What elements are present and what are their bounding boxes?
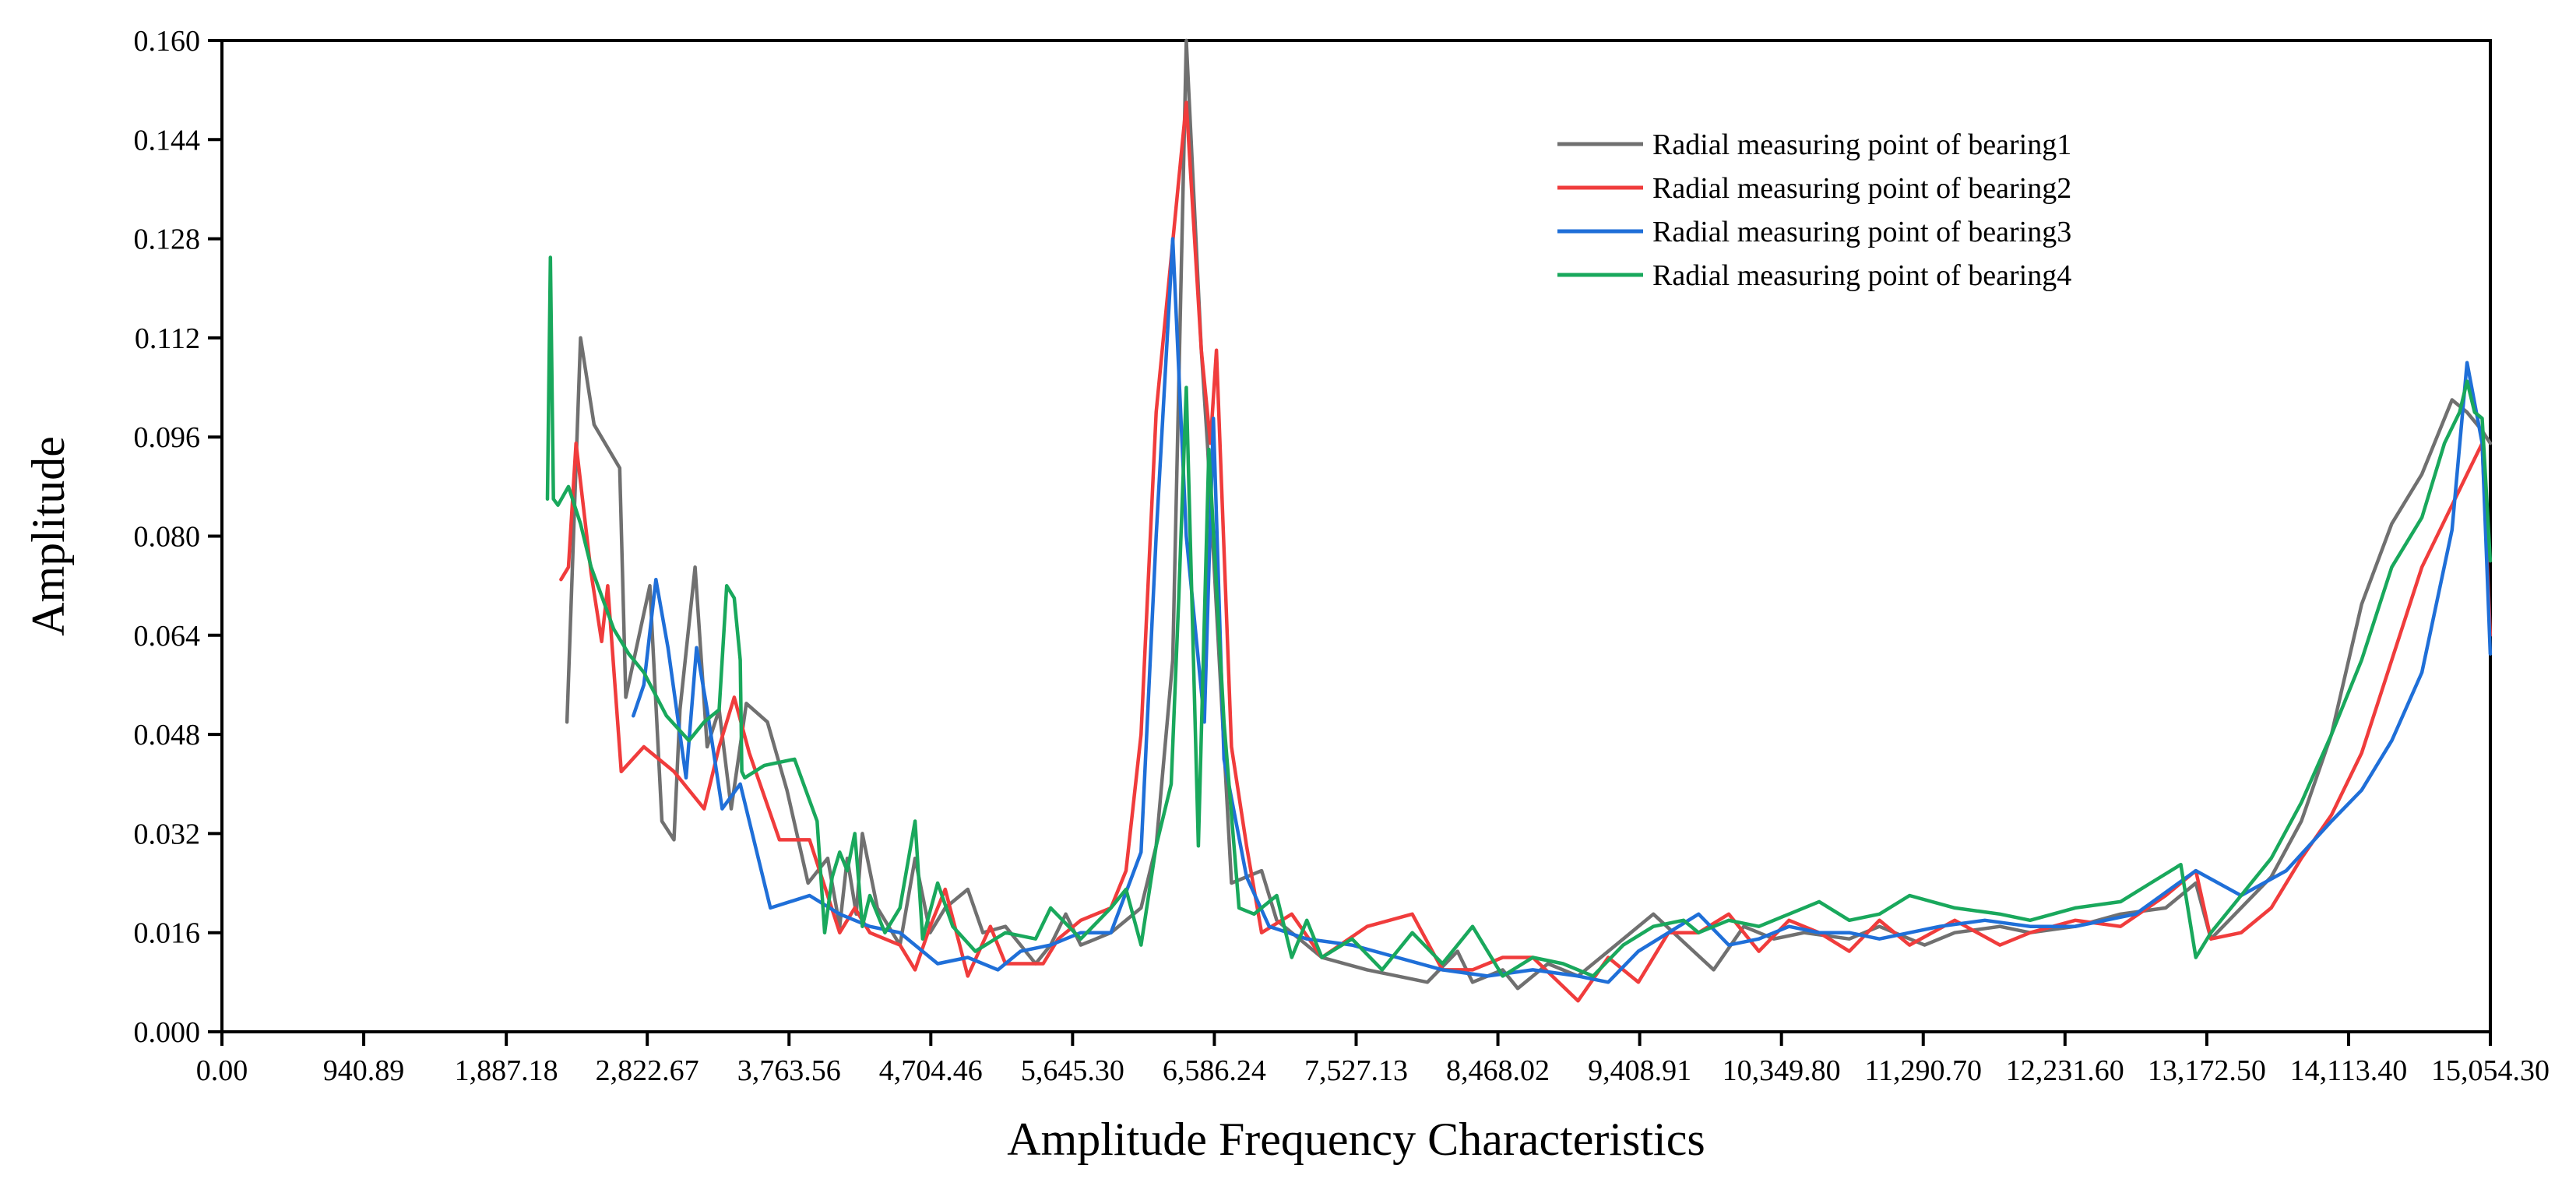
x-axis-title: Amplitude Frequency Characteristics (1007, 1114, 1705, 1165)
legend-label: Radial measuring point of bearing1 (1652, 128, 2071, 161)
series-lines (545, 38, 2493, 1003)
x-tick-label: 6,586.24 (1163, 1054, 1266, 1087)
x-tick-label: 12,231.60 (2006, 1054, 2124, 1087)
y-axis: 0.000 0.016 0.032 0.048 0.064 0.080 0.096 0.112… (134, 25, 222, 1049)
x-tick-label: 7,527.13 (1304, 1054, 1408, 1087)
x-tick-label: 3,763.56 (737, 1054, 841, 1087)
y-tick-label: 0.064 (134, 620, 201, 653)
x-tick-label: 0.00 (196, 1054, 248, 1087)
y-tick-label: 0.112 (135, 322, 200, 355)
series-line-bearing2 (559, 100, 2493, 1003)
y-tick-label: 0.096 (134, 421, 201, 454)
legend-label: Radial measuring point of bearing2 (1652, 172, 2071, 205)
x-tick-label: 4,704.46 (879, 1054, 983, 1087)
series-line-bearing3 (632, 237, 2493, 984)
y-tick-label: 0.016 (134, 917, 201, 950)
y-tick-label: 0.144 (134, 124, 201, 157)
y-axis-title: Amplitude (23, 436, 74, 636)
x-tick-label: 14,113.40 (2290, 1054, 2408, 1087)
x-tick-label: 9,408.91 (1588, 1054, 1691, 1087)
x-tick-label: 15,054.30 (2431, 1054, 2550, 1087)
x-tick-label: 11,290.70 (1864, 1054, 1982, 1087)
y-tick-label: 0.160 (134, 25, 201, 58)
x-tick-label: 8,468.02 (1446, 1054, 1550, 1087)
x-axis: 0.00 940.89 1,887.18 2,822.67 3,763.56 4,704.… (196, 1032, 2550, 1087)
series-line-bearing4 (545, 255, 2493, 978)
y-tick-label: 0.080 (134, 521, 201, 554)
x-tick-label: 5,645.30 (1021, 1054, 1124, 1087)
x-tick-label: 1,887.18 (455, 1054, 558, 1087)
x-tick-label: 2,822.67 (596, 1054, 699, 1087)
legend: Radial measuring point of bearing1 Radial… (1557, 128, 2071, 292)
x-tick-label: 13,172.50 (2148, 1054, 2266, 1087)
y-tick-label: 0.128 (134, 223, 201, 256)
legend-label: Radial measuring point of bearing3 (1652, 216, 2071, 248)
y-tick-label: 0.032 (134, 818, 201, 850)
legend-label: Radial measuring point of bearing4 (1652, 259, 2071, 292)
y-tick-label: 0.048 (134, 719, 201, 751)
x-tick-label: 10,349.80 (1723, 1054, 1841, 1087)
x-tick-label: 940.89 (323, 1054, 405, 1087)
y-tick-label: 0.000 (134, 1016, 201, 1049)
